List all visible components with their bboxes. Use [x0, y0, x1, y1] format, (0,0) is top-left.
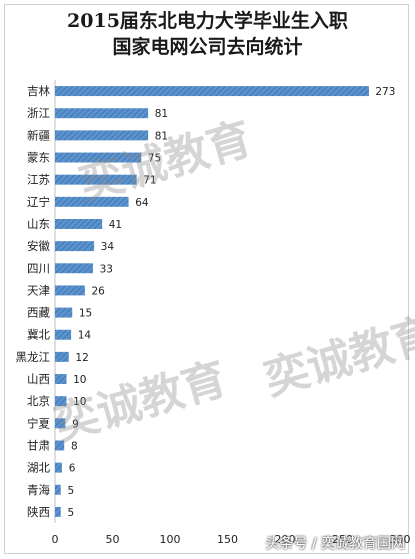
x-tick-label-3: 150 — [217, 533, 238, 546]
category-label-13: 山西 — [27, 372, 50, 386]
watermark-0: 奕诚教育 — [74, 113, 257, 211]
bar-7 — [55, 241, 95, 252]
value-label-bg-18 — [64, 482, 78, 497]
value-label-bg-10 — [76, 305, 95, 320]
bar-9 — [55, 285, 85, 296]
bar-12 — [55, 351, 69, 362]
category-label-17: 湖北 — [27, 461, 50, 475]
value-label-bg-7 — [98, 239, 117, 254]
category-label-19: 陕西 — [27, 505, 50, 519]
value-label-bg-5 — [132, 194, 152, 209]
category-label-18: 青海 — [27, 483, 50, 497]
bar-8 — [55, 263, 93, 274]
bar-0 — [55, 86, 369, 97]
bar-15 — [55, 418, 66, 429]
x-tick-label-2: 100 — [160, 533, 181, 546]
value-label-5: 64 — [135, 197, 149, 209]
value-label-17: 6 — [69, 463, 76, 475]
x-tick-label-4: 200 — [275, 533, 296, 546]
value-label-bg-17 — [65, 460, 79, 475]
chart-title-line-2: 国家电网公司去向统计 — [112, 36, 303, 58]
value-label-bg-3 — [145, 150, 164, 165]
category-label-2: 新疆 — [27, 128, 50, 142]
value-label-4: 71 — [143, 175, 156, 187]
category-label-9: 天津 — [27, 283, 50, 297]
value-label-bg-6 — [106, 216, 125, 231]
value-label-14: 10 — [73, 396, 86, 408]
value-label-2: 81 — [155, 130, 168, 142]
bar-17 — [55, 462, 62, 473]
bar-6 — [55, 218, 103, 229]
value-label-bg-12 — [72, 349, 92, 364]
value-label-12: 12 — [75, 352, 88, 364]
value-label-bg-13 — [70, 372, 90, 387]
category-label-3: 蒙东 — [27, 151, 50, 165]
value-label-7: 34 — [101, 241, 115, 253]
category-label-7: 安徽 — [27, 239, 50, 253]
watermark-2: 奕诚教育 — [259, 308, 415, 406]
category-label-6: 山东 — [27, 217, 50, 231]
category-label-11: 冀北 — [27, 328, 50, 342]
x-tick-label-0: 0 — [52, 533, 59, 546]
category-label-14: 北京 — [27, 394, 50, 408]
chart-title-line-1: 2015届东北电力大学毕业生入职 — [67, 10, 348, 32]
x-tick-label-1: 50 — [106, 533, 120, 546]
value-label-bg-9 — [88, 283, 108, 298]
bar-3 — [55, 152, 142, 163]
bar-11 — [55, 329, 72, 340]
x-tick-label-5: 250 — [332, 533, 353, 546]
bar-13 — [55, 374, 67, 385]
category-label-16: 甘肃 — [27, 438, 50, 452]
value-label-bg-4 — [140, 172, 160, 187]
value-label-15: 9 — [72, 418, 79, 430]
footer-watermark: 头条号 / 奕诚教育国网 — [265, 536, 405, 552]
value-label-6: 41 — [109, 219, 122, 231]
value-label-13: 10 — [73, 374, 86, 386]
bar-5 — [55, 196, 129, 207]
value-label-bg-15 — [69, 416, 82, 431]
value-label-1: 81 — [155, 108, 168, 120]
bar-2 — [55, 130, 149, 141]
value-label-10: 15 — [79, 308, 92, 320]
value-label-11: 14 — [78, 330, 92, 342]
category-label-12: 黑龙江 — [16, 350, 51, 364]
bar-14 — [55, 396, 67, 407]
category-label-4: 江苏 — [27, 173, 50, 187]
value-label-16: 8 — [71, 440, 78, 452]
category-label-5: 辽宁 — [27, 195, 50, 209]
category-label-1: 浙江 — [27, 106, 50, 120]
labels-layer: 吉林 273 浙江 81 新疆 81 蒙东 75 江苏 71 辽宁 64 山东 41 安徽 34 四川 33 天津 2… — [16, 84, 411, 546]
value-label-bg-11 — [75, 327, 94, 342]
category-label-10: 西藏 — [27, 306, 50, 320]
value-label-0: 273 — [375, 86, 395, 98]
value-label-bg-2 — [152, 128, 171, 143]
bars-layer — [54, 80, 369, 523]
category-label-8: 四川 — [27, 261, 50, 275]
value-label-bg-19 — [64, 504, 78, 519]
bar-4 — [55, 174, 137, 185]
bar-19 — [55, 506, 61, 517]
chart-title: 2015届东北电力大学毕业生入职 国家电网公司去向统计 — [0, 8, 415, 60]
category-label-15: 宁夏 — [27, 416, 50, 430]
value-label-9: 26 — [92, 285, 106, 297]
value-label-8: 33 — [100, 263, 113, 275]
bar-18 — [55, 484, 61, 495]
bar-10 — [55, 307, 73, 318]
x-tick-label-6: 300 — [390, 533, 411, 546]
value-label-3: 75 — [148, 153, 161, 165]
value-label-bg-1 — [152, 106, 171, 121]
value-label-bg-16 — [68, 438, 81, 453]
value-label-bg-0 — [372, 84, 398, 99]
category-label-0: 吉林 — [27, 84, 50, 98]
value-label-bg-14 — [70, 394, 90, 409]
bar-16 — [55, 440, 65, 451]
bar-1 — [55, 108, 149, 119]
value-label-bg-8 — [96, 261, 116, 276]
watermark-1: 奕诚教育 — [49, 353, 232, 451]
value-label-19: 5 — [68, 507, 75, 519]
value-label-18: 5 — [68, 485, 75, 497]
